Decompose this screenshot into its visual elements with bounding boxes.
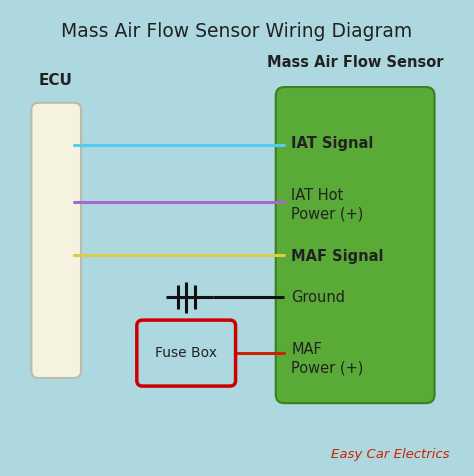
Text: ECU: ECU [39,73,73,89]
FancyBboxPatch shape [31,103,81,378]
Text: MAF Signal: MAF Signal [292,248,384,264]
Text: Ground: Ground [292,290,346,305]
Text: IAT Hot
Power (+): IAT Hot Power (+) [292,188,364,221]
FancyBboxPatch shape [276,87,435,403]
Text: MAF
Power (+): MAF Power (+) [292,342,364,376]
Text: Mass Air Flow Sensor Wiring Diagram: Mass Air Flow Sensor Wiring Diagram [61,22,413,41]
FancyBboxPatch shape [137,320,236,386]
Text: Easy Car Electrics: Easy Car Electrics [331,448,450,461]
Text: Fuse Box: Fuse Box [155,346,217,360]
Text: IAT Signal: IAT Signal [292,136,374,150]
Text: Mass Air Flow Sensor: Mass Air Flow Sensor [267,55,443,69]
